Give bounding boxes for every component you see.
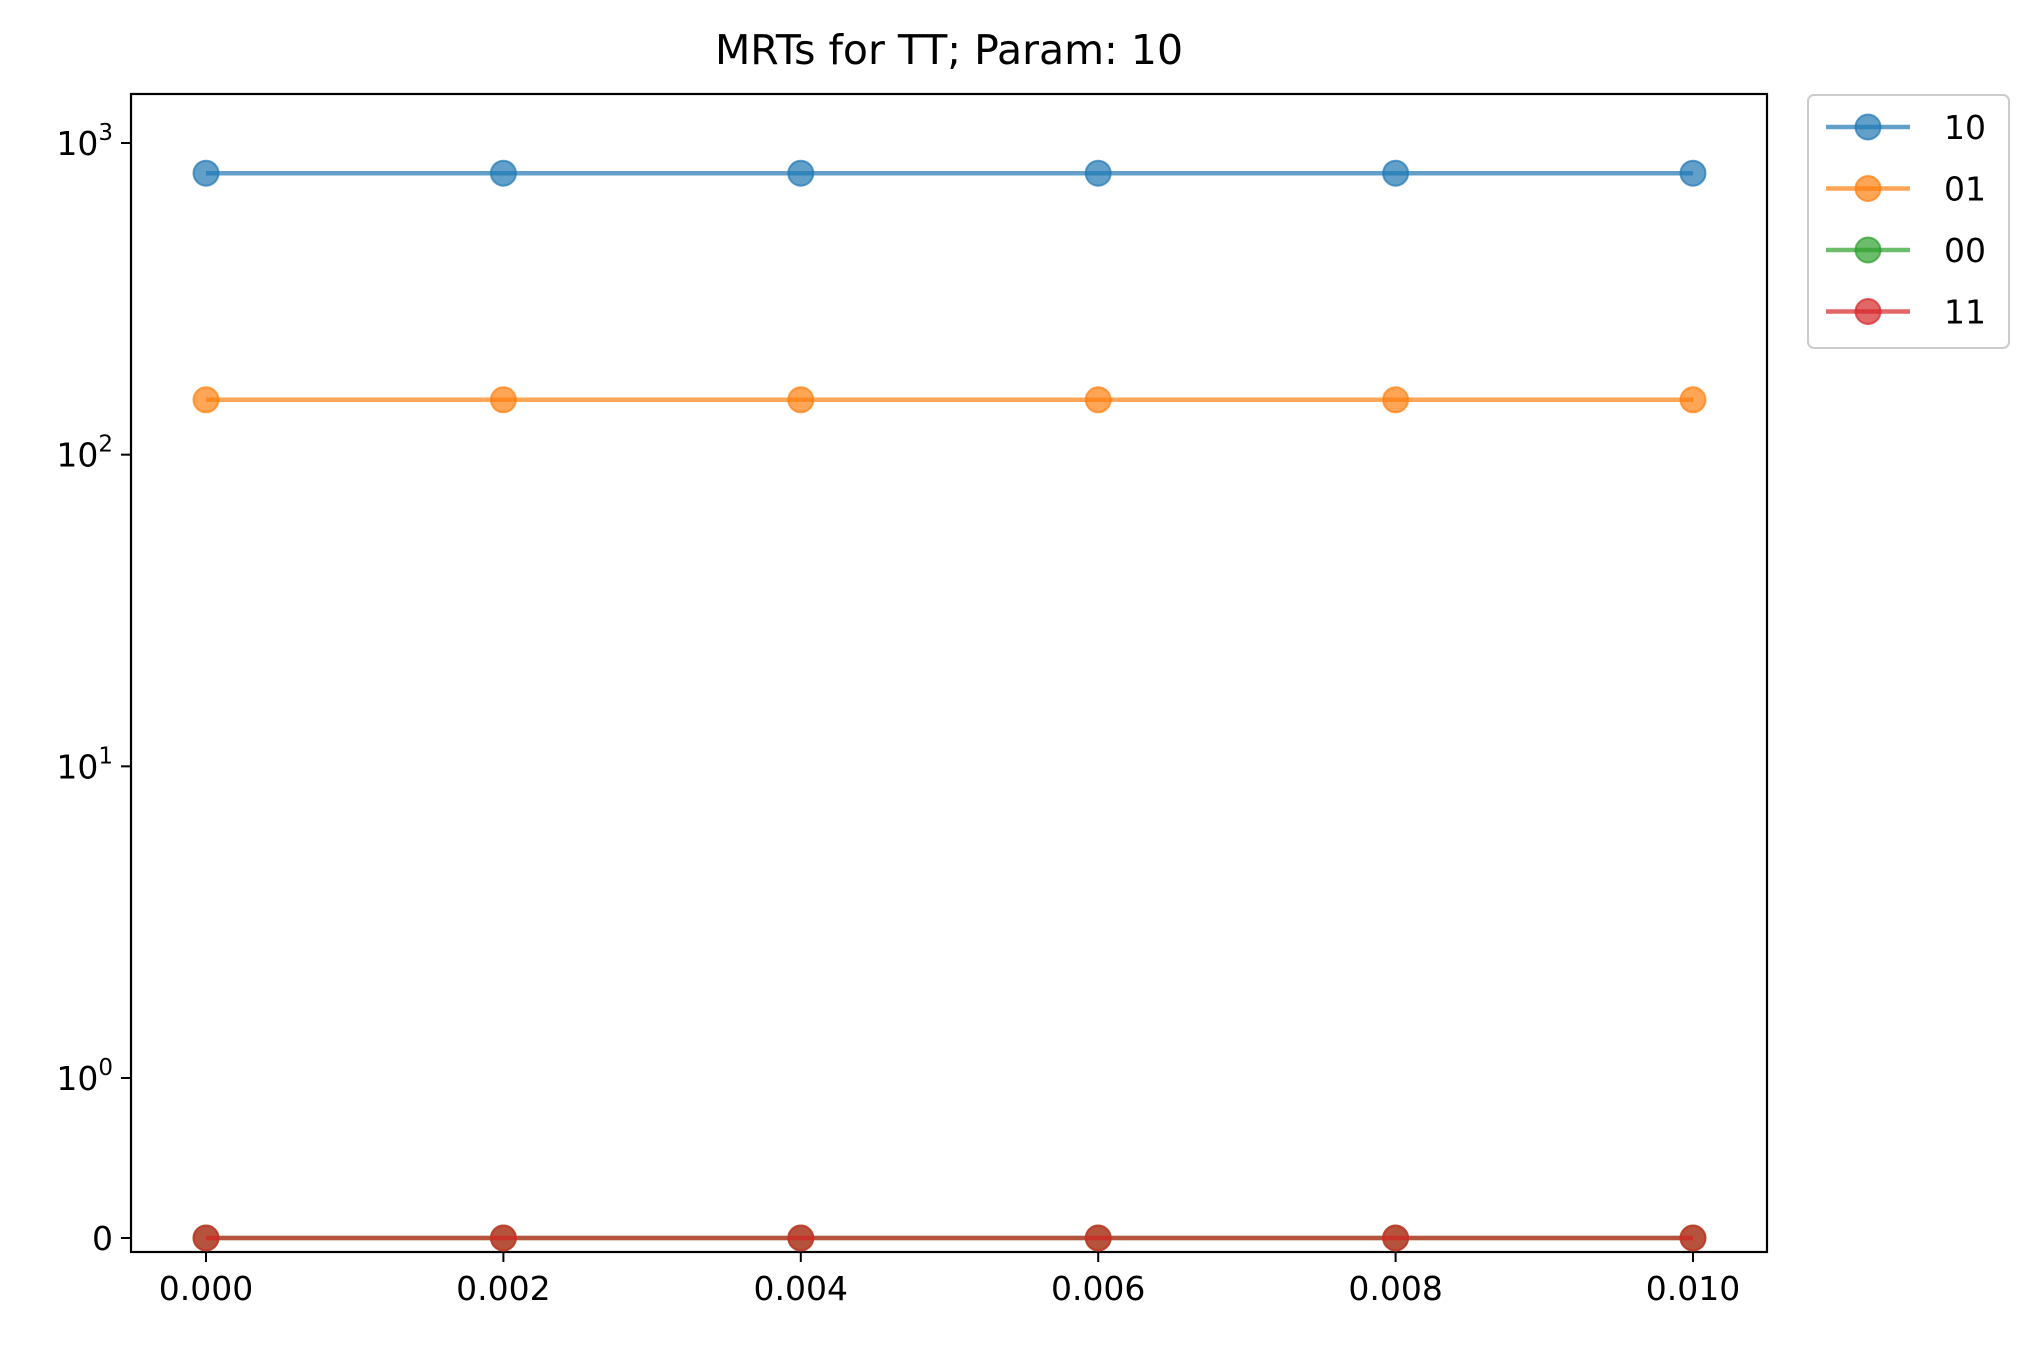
data-point: [489, 386, 517, 414]
x-tick-label: 0.004: [754, 1269, 848, 1308]
legend-item-01: 01: [1826, 170, 1986, 209]
plot-frame: [129, 92, 1769, 1254]
data-point: [1084, 386, 1112, 414]
legend[interactable]: 10 01 00 11: [1807, 94, 2010, 349]
legend-marker: [1854, 175, 1882, 202]
legend-marker: [1854, 113, 1882, 141]
x-tick-label: 0.008: [1348, 1269, 1442, 1308]
series-11: [192, 1224, 1707, 1252]
data-point: [1382, 1224, 1410, 1252]
y-tick-label: 101: [56, 743, 113, 786]
data-point: [1084, 159, 1112, 187]
data-point: [787, 1224, 815, 1252]
legend-label: 10: [1944, 108, 1986, 147]
legend-item-10: 10: [1826, 108, 1986, 147]
y-tick-label: 100: [56, 1055, 113, 1098]
y-tick-label: 0: [92, 1219, 113, 1258]
x-tick-label: 0.002: [456, 1269, 550, 1308]
data-point: [192, 1224, 220, 1252]
y-axis: 103 102 101 100 0: [56, 120, 131, 1258]
legend-marker: [1854, 236, 1882, 264]
data-point: [787, 159, 815, 187]
legend-item-00: 00: [1826, 231, 1986, 270]
series-10: [192, 159, 1707, 187]
y-tick-label: 102: [56, 432, 113, 475]
data-point: [1084, 1224, 1112, 1252]
data-point: [1679, 1224, 1707, 1252]
data-point: [489, 159, 517, 187]
x-tick-label: 0.006: [1051, 1269, 1145, 1308]
data-point: [489, 1224, 517, 1252]
data-point: [1382, 159, 1410, 187]
data-point: [1382, 386, 1410, 414]
x-tick-label: 0.010: [1646, 1269, 1740, 1308]
series-layer: [192, 159, 1707, 1252]
data-point: [787, 386, 815, 414]
legend-marker: [1854, 298, 1882, 325]
x-axis: 0.000 0.002 0.004 0.006 0.008 0.010: [159, 1252, 1740, 1308]
legend-label: 11: [1944, 293, 1986, 332]
legend-box: [1807, 94, 2010, 349]
data-point: [1679, 386, 1707, 414]
y-tick-label: 103: [56, 120, 113, 163]
legend-item-11: 11: [1826, 293, 1986, 332]
x-tick-label: 0.000: [159, 1269, 253, 1308]
series-01: [192, 386, 1707, 414]
legend-label: 00: [1944, 231, 1986, 270]
data-point: [192, 386, 220, 414]
chart-title: MRTs for TT; Param: 10: [715, 26, 1183, 74]
data-point: [192, 159, 220, 187]
data-point: [1679, 159, 1707, 187]
legend-label: 01: [1944, 170, 1986, 209]
